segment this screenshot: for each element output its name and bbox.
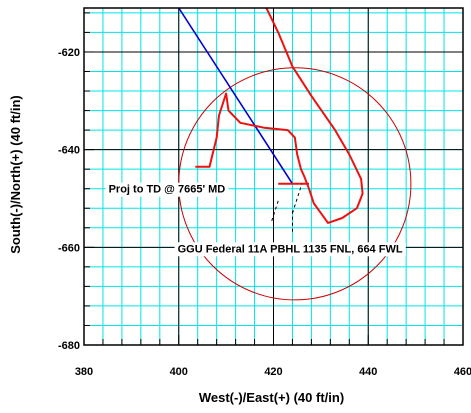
series-line: [195, 7, 364, 224]
x-tick-label: 440: [359, 366, 377, 378]
y-tick-label: -680: [58, 340, 80, 352]
x-tick-label: 400: [170, 366, 188, 378]
tick-labels: 380 400 420 440 460 -620 -640 -660 -680: [58, 47, 471, 378]
y-tick-label: -620: [58, 47, 80, 59]
annotations: Proj to TD @ 7665' MD GGU Federal 11A PBH…: [105, 182, 406, 257]
label-background: [105, 182, 229, 197]
projection-label: Proj to TD @ 7665' MD: [105, 182, 229, 197]
y-tick-label: -660: [58, 242, 80, 254]
x-tick-label: 420: [264, 366, 282, 378]
series-line: [178, 7, 294, 185]
x-tick-label: 380: [75, 366, 93, 378]
y-tick-label: -640: [58, 145, 80, 157]
y-axis-title: South(-)/North(+) (40 ft/in): [8, 95, 23, 254]
pbhl-label: GGU Federal 11A PBHL 1135 FNL, 664 FWL: [174, 242, 406, 257]
x-axis-title: West(-)/East(+) (40 ft/in): [199, 390, 344, 405]
annotation-text: GGU Federal 11A PBHL 1135 FNL, 664 FWL: [178, 243, 403, 255]
annotation-text: Proj to TD @ 7665' MD: [109, 184, 226, 196]
x-tick-label: 460: [454, 366, 471, 378]
label-background: [174, 242, 406, 257]
tick-marks: [83, 12, 464, 346]
leader-line: [270, 200, 279, 224]
leader-line: [292, 183, 303, 214]
